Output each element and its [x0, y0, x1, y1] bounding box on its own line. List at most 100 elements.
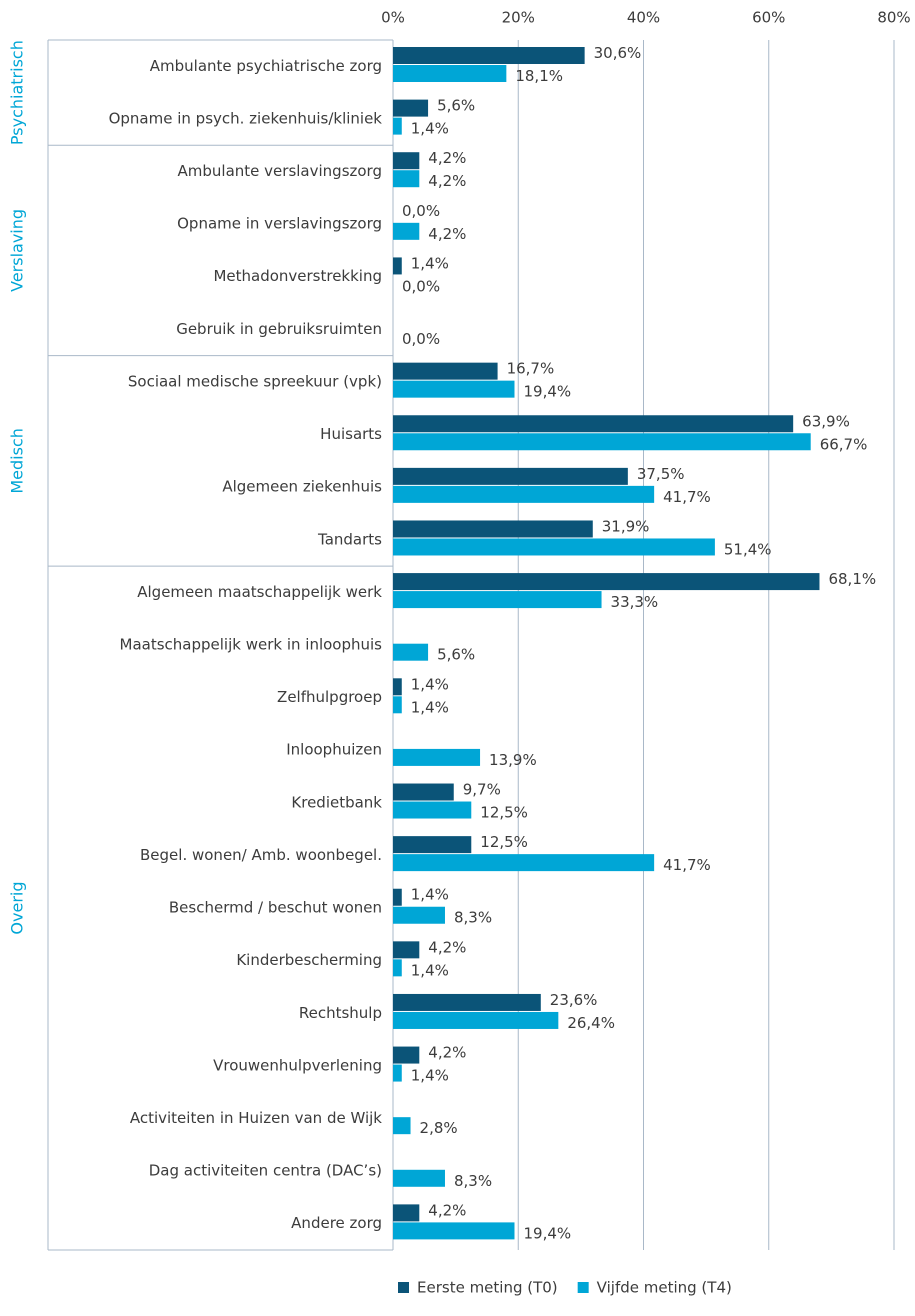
category-label: Ambulante verslavingszorg [178, 162, 382, 180]
value-label: 1,4% [411, 698, 449, 716]
category-label: Zelfhulpgroep [277, 688, 382, 706]
x-tick-label: 80% [877, 9, 910, 27]
bar [393, 1064, 402, 1082]
x-tick-label: 60% [752, 9, 785, 27]
category-label: Algemeen maatschappelijk werk [137, 583, 382, 601]
category-label: Methadonverstrekking [213, 267, 382, 285]
value-label: 12,5% [480, 833, 528, 851]
category-label: Opname in verslavingszorg [177, 215, 382, 233]
category-label: Vrouwenhulpverlening [213, 1056, 382, 1074]
value-label: 37,5% [637, 465, 685, 483]
value-label: 51,4% [724, 540, 772, 558]
category-label: Andere zorg [291, 1214, 382, 1232]
bar [393, 678, 402, 696]
bar [393, 941, 420, 959]
value-label: 4,2% [428, 1044, 466, 1062]
value-label: 8,3% [454, 909, 492, 927]
bar [393, 573, 820, 591]
value-label: 9,7% [463, 781, 501, 799]
value-label: 33,3% [611, 593, 659, 611]
value-label: 0,0% [402, 202, 440, 220]
bar [393, 222, 420, 240]
bar [393, 47, 585, 64]
value-label: 5,6% [437, 97, 475, 115]
value-label: 4,2% [428, 172, 466, 190]
value-label: 16,7% [507, 360, 555, 378]
category-label: Begel. wonen/ Amb. woonbegel. [140, 846, 382, 864]
category-label: Dag activiteiten centra (DAC’s) [149, 1162, 382, 1180]
value-label: 13,9% [489, 751, 537, 769]
category-label: Kinderbescherming [236, 951, 382, 969]
bar [393, 257, 402, 275]
category-label: Opname in psych. ziekenhuis/kliniek [109, 109, 383, 127]
value-label: 41,7% [663, 856, 711, 874]
bar [393, 801, 472, 819]
value-label: 19,4% [523, 383, 571, 401]
bar [393, 152, 420, 170]
value-label: 4,2% [428, 1201, 466, 1219]
group-label: Overig [8, 881, 27, 934]
legend-swatch [577, 1282, 589, 1293]
value-label: 1,4% [411, 1067, 449, 1085]
value-label: 0,0% [402, 277, 440, 295]
category-label: Maatschappelijk werk in inloophuis [120, 636, 383, 654]
x-tick-label: 20% [502, 9, 535, 27]
bar [393, 959, 402, 977]
category-label: Kredietbank [291, 793, 382, 811]
bar [393, 1222, 515, 1240]
bar [393, 643, 429, 661]
value-label: 30,6% [594, 44, 642, 62]
value-label: 5,6% [437, 646, 475, 664]
category-label: Sociaal medische spreekuur (vpk) [128, 372, 382, 390]
bar [393, 380, 515, 398]
value-label: 2,8% [420, 1119, 458, 1137]
value-label: 66,7% [820, 435, 868, 453]
category-label: Ambulante psychiatrische zorg [150, 57, 382, 75]
bar [393, 433, 811, 451]
value-label: 4,2% [428, 938, 466, 956]
bar [393, 1011, 559, 1029]
bar [393, 993, 541, 1011]
category-label: Inloophuizen [286, 741, 382, 759]
value-label: 63,9% [802, 412, 850, 430]
bar [393, 415, 794, 433]
bar [393, 1204, 420, 1222]
bar [393, 538, 715, 556]
bar [393, 906, 445, 924]
bar [393, 485, 655, 503]
value-label: 41,7% [663, 488, 711, 506]
legend-label: Vijfde meting (T4) [597, 1279, 732, 1297]
value-label: 19,4% [523, 1224, 571, 1242]
value-label: 4,2% [428, 225, 466, 243]
bar [393, 520, 593, 538]
category-label: Rechtshulp [299, 1004, 382, 1022]
category-label: Algemeen ziekenhuis [222, 478, 382, 496]
group-label: Verslaving [8, 209, 27, 292]
bar [393, 467, 628, 485]
category-label: Tandarts [317, 530, 382, 548]
value-label: 68,1% [828, 570, 876, 588]
value-label: 8,3% [454, 1172, 492, 1190]
bar [393, 888, 402, 906]
value-label: 12,5% [480, 804, 528, 822]
bar [393, 362, 498, 380]
bar [393, 1169, 445, 1187]
bar [393, 748, 481, 766]
bar [393, 65, 507, 82]
bar [393, 170, 420, 188]
legend-label: Eerste meting (T0) [417, 1279, 558, 1297]
bar [393, 1046, 420, 1064]
category-label: Huisarts [320, 425, 382, 443]
bar [393, 696, 402, 714]
bar [393, 836, 472, 854]
category-label: Activiteiten in Huizen van de Wijk [130, 1109, 382, 1127]
value-label: 18,1% [515, 67, 563, 85]
value-label: 1,4% [411, 675, 449, 693]
bar [393, 99, 429, 117]
value-label: 1,4% [411, 254, 449, 272]
bar [393, 1117, 411, 1135]
value-label: 1,4% [411, 886, 449, 904]
bar [393, 117, 402, 135]
group-label: Medisch [8, 428, 27, 494]
